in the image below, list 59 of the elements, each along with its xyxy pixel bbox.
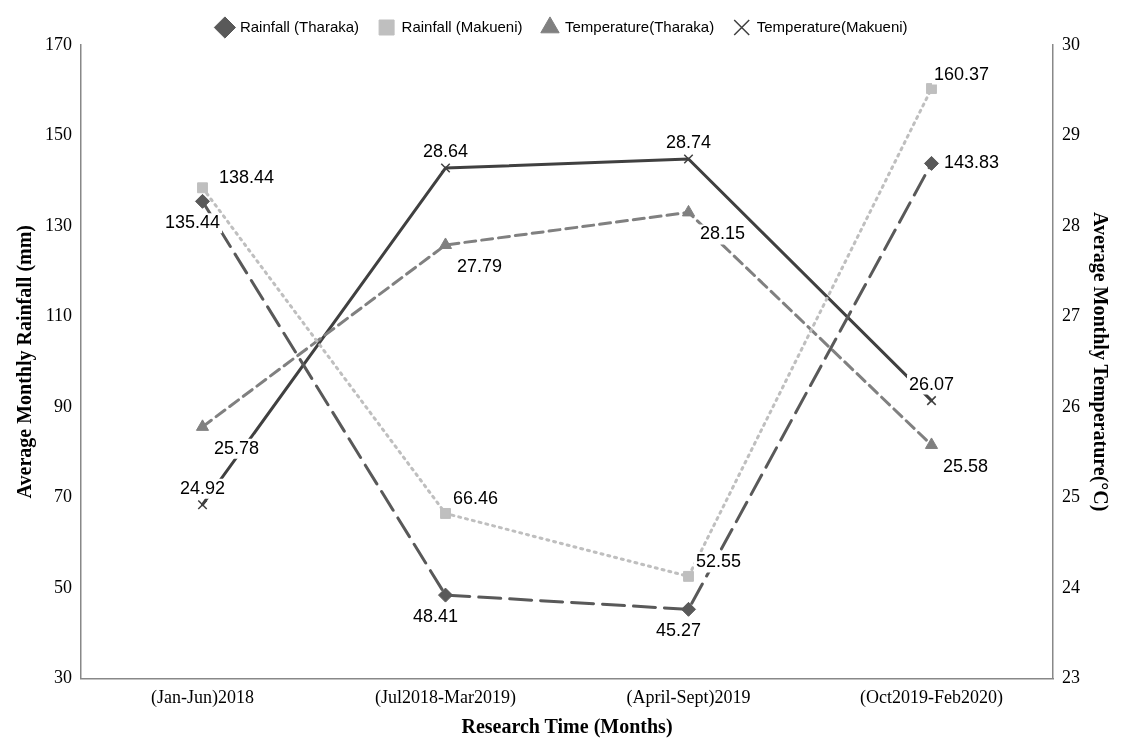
y-tick-label: 150 [45, 124, 72, 145]
data-label: 28.74 [665, 131, 712, 152]
x-tick-label: (Jan-Jun)2018 [151, 686, 254, 708]
legend-label: Rainfall (Tharaka) [239, 17, 360, 35]
y-tick-label: 90 [54, 395, 72, 416]
y2-tick-label: 26 [1062, 395, 1080, 416]
data-label: 28.64 [422, 141, 469, 162]
x-tick-label: (April-Sept)2019 [626, 686, 751, 708]
point [926, 83, 937, 95]
data-label: 24.92 [179, 477, 226, 498]
point [926, 395, 937, 406]
point [438, 237, 453, 249]
y-tick-label: 70 [54, 486, 72, 507]
legend-label: Temperature(Makueni) [756, 17, 908, 35]
data-label: 27.79 [456, 255, 503, 276]
y-tick-label: 170 [45, 33, 72, 54]
point [683, 154, 694, 165]
x-axis-title: Research Time (Months) [461, 715, 673, 739]
y2-tick-label: 29 [1062, 124, 1080, 145]
y2-axis-title: Average Monthly Temperature(°C) [1088, 211, 1112, 512]
x-tick-label: (Oct2019-Feb2020) [860, 686, 1003, 708]
point [438, 587, 453, 603]
point [195, 193, 210, 209]
data-label: 66.46 [452, 488, 499, 509]
point [195, 419, 210, 431]
point [681, 204, 696, 217]
data-label: 25.78 [213, 437, 260, 458]
data-label: 28.15 [699, 223, 746, 244]
point [440, 508, 451, 519]
legend-label: Rainfall (Makueni) [401, 17, 523, 35]
data-label: 135.44 [164, 212, 221, 233]
point [683, 570, 694, 582]
y2-tick-label: 28 [1062, 214, 1080, 235]
data-label: 160.37 [933, 63, 990, 84]
data-label: 143.83 [943, 152, 1000, 173]
data-label: 25.58 [942, 455, 989, 476]
y-axis-title: Average Monthly Rainfall (mm) [13, 224, 37, 499]
data-label: 45.27 [655, 620, 702, 641]
data-label: 52.55 [695, 551, 742, 572]
y-tick-label: 130 [45, 214, 72, 235]
point [197, 499, 208, 510]
point [924, 437, 939, 449]
data-label: 48.41 [412, 606, 459, 627]
data-label: 138.44 [218, 166, 275, 187]
point [440, 163, 451, 174]
y-tick-label: 30 [54, 667, 72, 688]
y-tick-label: 50 [54, 576, 72, 597]
y2-tick-label: 30 [1062, 33, 1080, 54]
legend-label: Temperature(Tharaka) [564, 17, 715, 35]
y2-tick-label: 24 [1062, 576, 1080, 597]
y-tick-label: 110 [45, 305, 72, 326]
point [924, 155, 939, 171]
y2-tick-label: 23 [1062, 667, 1080, 688]
point [681, 601, 696, 617]
x-tick-label: (Jul2018-Mar2019) [375, 686, 516, 708]
data-label: 26.07 [908, 373, 955, 394]
point [197, 182, 208, 194]
y2-tick-label: 25 [1062, 486, 1080, 507]
y2-tick-label: 27 [1062, 305, 1080, 326]
